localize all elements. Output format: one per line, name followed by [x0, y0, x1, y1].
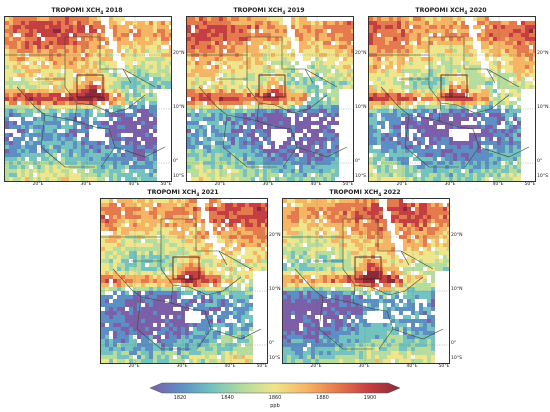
lon-label: 50°E: [256, 364, 268, 369]
graticule: [101, 199, 267, 363]
xch4-field: [101, 199, 267, 363]
study-region-box: [258, 74, 286, 98]
map-panel-2021: TROPOMI XCH4 2021 20°E 30°E 40°E 50°E 20°N 10°…: [100, 188, 281, 381]
graticule: [283, 199, 449, 363]
methane-map: [100, 198, 268, 364]
map-canvas: [369, 17, 535, 181]
lon-label: 30°E: [358, 364, 370, 369]
study-region-box: [172, 256, 200, 280]
map-canvas: [187, 17, 353, 181]
title-text: TROPOMI XCH: [147, 189, 197, 196]
title-text: TROPOMI XCH: [51, 7, 101, 14]
lat-label: 10°S: [269, 356, 281, 361]
title-text: TROPOMI XCH: [233, 7, 283, 14]
title-year: 2020: [467, 7, 487, 14]
title-subscript: 4: [196, 192, 200, 198]
lon-label: 30°E: [444, 182, 456, 187]
methane-map: [368, 16, 536, 182]
colorbar-tick: 1820: [173, 395, 187, 401]
study-region-box: [354, 256, 382, 280]
lat-label: 0°: [451, 341, 457, 346]
lat-label: 20°N: [173, 51, 185, 56]
lat-label: 0°: [269, 341, 275, 346]
lat-label: 10°N: [173, 105, 185, 110]
title-subscript: 4: [100, 10, 104, 16]
lat-label: 10°N: [355, 105, 367, 110]
lat-label: 10°S: [173, 174, 185, 179]
colorbar-tick: 1860: [268, 395, 282, 401]
methane-map: [282, 198, 450, 364]
country-borders: [101, 218, 262, 350]
lon-label: 50°E: [342, 182, 354, 187]
lat-label: 10°S: [355, 174, 367, 179]
lon-label: 40°E: [128, 182, 140, 187]
lat-label: 0°: [355, 159, 361, 164]
lon-label: 40°E: [224, 364, 236, 369]
methane-map: [186, 16, 354, 182]
lon-label: 20°E: [310, 364, 322, 369]
lat-label: 10°N: [269, 287, 281, 292]
map-panel-2022: TROPOMI XCH4 2022 20°E 30°E 40°E 50°E 20°N 10°…: [282, 188, 463, 381]
methane-map: [4, 16, 172, 182]
lon-label: 20°E: [128, 364, 140, 369]
lon-label: 30°E: [80, 182, 92, 187]
map-canvas: [5, 17, 171, 181]
panel-title: TROPOMI XCH4 2018: [4, 6, 170, 17]
lon-label: 50°E: [160, 182, 172, 187]
title-text: TROPOMI XCH: [415, 7, 465, 14]
lon-label: 20°E: [396, 182, 408, 187]
lon-label: 40°E: [310, 182, 322, 187]
graticule: [5, 17, 171, 181]
lat-label: 0°: [173, 159, 179, 164]
country-borders: [5, 36, 166, 168]
title-subscript: 4: [378, 192, 382, 198]
study-region-box: [440, 74, 468, 98]
title-year: 2019: [285, 7, 305, 14]
map-panel-2018: TROPOMI XCH4 2018 20°E 30°E 40°E 50°E 20°N 10°…: [4, 6, 185, 199]
lon-label: 40°E: [406, 364, 418, 369]
panel-title: TROPOMI XCH4 2022: [282, 188, 448, 199]
colorbar-unit: ppb: [270, 403, 280, 409]
graticule: [369, 17, 535, 181]
lon-label: 30°E: [262, 182, 274, 187]
map-panel-2019: TROPOMI XCH4 2019 20°E 30°E 40°E 50°E 20°N 10°…: [186, 6, 367, 199]
title-subscript: 4: [282, 10, 286, 16]
panel-title: TROPOMI XCH4 2019: [186, 6, 352, 17]
lat-label: 10°S: [451, 356, 463, 361]
colorbar-tick: 1880: [316, 395, 329, 401]
panel-title: TROPOMI XCH4 2021: [100, 188, 266, 199]
lat-label: 20°N: [537, 51, 549, 56]
colorbar-tick: 1900: [363, 395, 377, 401]
lat-label: 10°N: [451, 287, 463, 292]
lat-label: 10°N: [537, 105, 549, 110]
colorbar: [149, 380, 401, 394]
map-canvas: [283, 199, 449, 363]
lat-label: 20°N: [269, 233, 281, 238]
graticule: [187, 17, 353, 181]
colorbar-tick: 1840: [221, 395, 234, 401]
country-borders: [187, 36, 348, 168]
country-borders: [283, 218, 444, 350]
title-year: 2022: [381, 189, 401, 196]
country-borders: [369, 36, 530, 168]
lon-label: 20°E: [32, 182, 44, 187]
lon-label: 50°E: [524, 182, 536, 187]
lon-label: 40°E: [492, 182, 504, 187]
lat-label: 20°N: [355, 51, 367, 56]
title-year: 2021: [199, 189, 219, 196]
colorbar-gradient: [149, 382, 401, 394]
lon-label: 30°E: [176, 364, 188, 369]
lon-label: 20°E: [214, 182, 226, 187]
map-panel-2020: TROPOMI XCH4 2020 20°E 30°E 40°E 50°E 20°N 10°…: [368, 6, 549, 199]
panel-title: TROPOMI XCH4 2020: [368, 6, 534, 17]
map-canvas: [101, 199, 267, 363]
lat-label: 10°S: [537, 174, 549, 179]
title-year: 2018: [103, 7, 123, 14]
lat-label: 20°N: [451, 233, 463, 238]
study-region-box: [76, 74, 104, 98]
title-text: TROPOMI XCH: [329, 189, 379, 196]
lat-label: 0°: [537, 159, 543, 164]
title-subscript: 4: [464, 10, 468, 16]
lon-label: 50°E: [438, 364, 450, 369]
